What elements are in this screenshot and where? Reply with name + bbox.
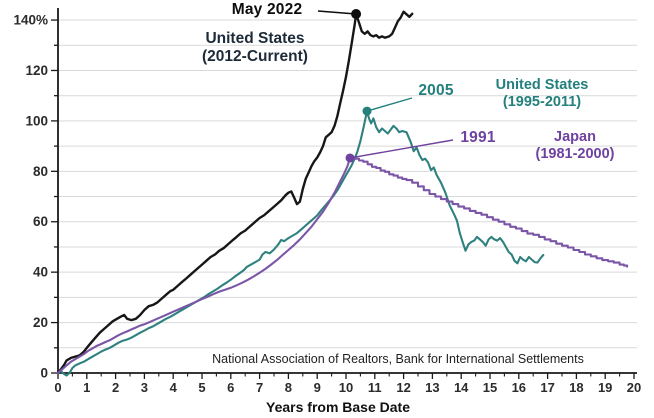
x-tick-label: 3	[141, 380, 148, 395]
y-tick-label: 100	[25, 113, 48, 128]
series-label-line: United States	[495, 77, 589, 93]
y-tick-label: 20	[33, 315, 48, 330]
x-tick-label: 13	[425, 380, 439, 395]
x-tick-label: 19	[598, 380, 612, 395]
callout-line-y1991	[349, 139, 454, 159]
annotation-may-2022: May 2022	[231, 1, 303, 18]
callout-line-may2022	[317, 10, 357, 15]
peak-dot-y1991	[345, 153, 355, 163]
callout-line-y2005	[366, 97, 413, 112]
series-label-us-1995: United States (1995-2011)	[496, 77, 589, 111]
x-tick-label: 18	[569, 380, 583, 395]
x-tick-label: 8	[285, 380, 292, 395]
x-tick-label: 20	[627, 380, 641, 395]
x-tick-label: 0	[54, 380, 61, 395]
x-tick-label: 2	[112, 380, 119, 395]
y-tick-label: 80	[33, 164, 48, 179]
series-label-line: (1981-2000)	[535, 146, 615, 162]
series-japan	[56, 156, 629, 375]
x-tick-label: 12	[396, 380, 410, 395]
series-us_current	[56, 10, 414, 375]
series-label-line: United States	[205, 30, 305, 47]
annotation-1991: 1991	[460, 129, 496, 146]
x-tick-label: 14	[454, 380, 469, 395]
x-axis-title: Years from Base Date	[266, 399, 410, 415]
series-label-line: (1995-2011)	[502, 94, 582, 110]
series-label-japan: Japan (1981-2000)	[536, 129, 615, 163]
x-tick-label: 5	[198, 380, 205, 395]
y-tick-label: 40	[33, 265, 48, 280]
x-tick-label: 7	[256, 380, 263, 395]
series-label-us-current: United States (2012-Current)	[202, 30, 308, 66]
y-axis-ticks: 0 20 40 60 80 100 120 140%	[13, 13, 58, 381]
peak-dot-may2022	[351, 9, 362, 20]
x-tick-label: 17	[540, 380, 554, 395]
x-tick-label: 6	[227, 380, 234, 395]
x-tick-label: 15	[483, 380, 497, 395]
series-label-line: Japan	[554, 129, 596, 145]
y-tick-label: 0	[40, 366, 48, 381]
source-note: National Association of Realtors, Bank f…	[212, 352, 584, 366]
annotation-markers	[317, 9, 454, 163]
y-tick-label: 140%	[13, 13, 48, 28]
y-tick-label: 120	[25, 63, 48, 78]
axes	[57, 8, 637, 374]
y-tick-label: 60	[33, 214, 48, 229]
x-tick-label: 10	[339, 380, 353, 395]
series-label-line: (2012-Current)	[202, 48, 308, 65]
x-tick-label: 16	[512, 380, 526, 395]
gridlines	[58, 19, 637, 349]
x-tick-label: 4	[170, 380, 178, 395]
annotation-2005: 2005	[418, 82, 454, 99]
x-axis-ticks: 0 1 2 3 4 5 6 7 8 9 10 11 12 13 14 15 16 17 18 19 20	[54, 373, 641, 395]
x-tick-label: 9	[314, 380, 321, 395]
peak-dot-y2005	[362, 106, 372, 116]
series-us_1995	[56, 110, 545, 377]
x-tick-label: 11	[368, 380, 382, 395]
x-tick-label: 1	[83, 380, 90, 395]
